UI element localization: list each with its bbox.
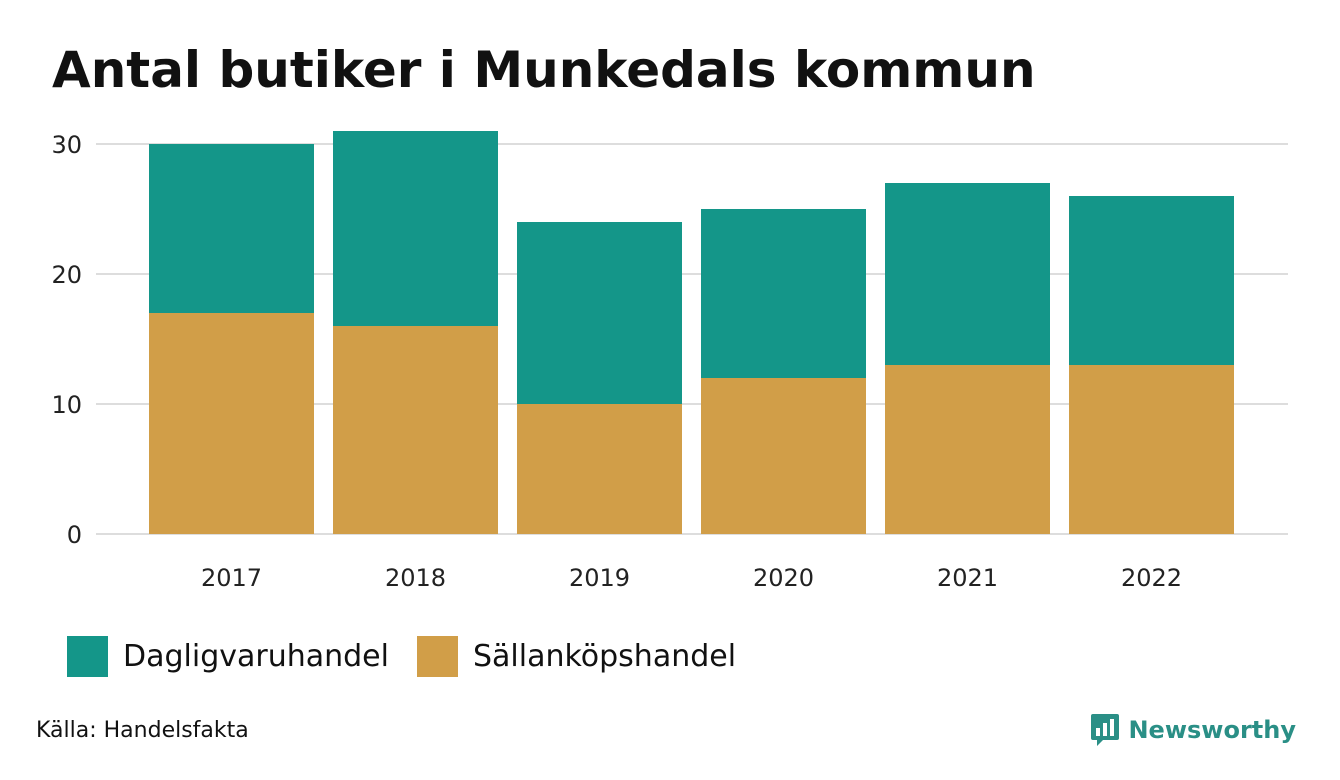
bar-2019-sallankopshandel [517, 404, 682, 534]
bars [149, 131, 1234, 534]
bar-chart: 0 10 20 30 2017 2018 2019 2020 2021 2022 [51, 131, 1288, 592]
y-axis: 0 10 20 30 [51, 131, 82, 549]
y-tick-label-20: 20 [51, 261, 82, 289]
brand: Newsworthy [1090, 712, 1296, 748]
bar-2020-sallankopshandel [701, 378, 866, 534]
legend-swatch-dagligvaruhandel [67, 636, 108, 677]
source-note: Källa: Handelsfakta [36, 718, 249, 743]
bar-2022-sallankopshandel [1069, 365, 1234, 534]
bar-2019-dagligvaruhandel [517, 222, 682, 404]
x-tick-label-2017: 2017 [201, 564, 262, 592]
chart-title: Antal butiker i Munkedals kommun [52, 41, 1036, 99]
x-tick-label-2021: 2021 [937, 564, 998, 592]
x-tick-label-2018: 2018 [385, 564, 446, 592]
bar-2021-dagligvaruhandel [885, 183, 1050, 365]
x-axis: 2017 2018 2019 2020 2021 2022 [201, 564, 1182, 592]
bar-2021-sallankopshandel [885, 365, 1050, 534]
legend-item-dagligvaruhandel: Dagligvaruhandel [67, 636, 389, 677]
x-tick-label-2019: 2019 [569, 564, 630, 592]
newsworthy-logo-icon [1091, 714, 1120, 746]
bar-2020-dagligvaruhandel [701, 209, 866, 378]
bar-2017-sallankopshandel [149, 313, 314, 534]
x-tick-label-2020: 2020 [753, 564, 814, 592]
bar-2022-dagligvaruhandel [1069, 196, 1234, 365]
y-tick-label-0: 0 [67, 521, 82, 549]
legend-swatch-sallankopshandel [416, 636, 458, 677]
legend-label-dagligvaruhandel: Dagligvaruhandel [123, 639, 389, 674]
brand-name: Newsworthy [1128, 716, 1296, 744]
legend-item-sallankopshandel: Sällanköpshandel [416, 636, 737, 677]
legend: Dagligvaruhandel Sällanköpshandel [67, 636, 764, 677]
y-tick-label-10: 10 [51, 391, 82, 419]
y-tick-label-30: 30 [51, 131, 82, 159]
x-tick-label-2022: 2022 [1121, 564, 1182, 592]
bar-2017-dagligvaruhandel [149, 144, 314, 313]
bar-2018-dagligvaruhandel [333, 131, 498, 326]
bar-2018-sallankopshandel [333, 326, 498, 534]
legend-label-sallankopshandel: Sällanköpshandel [472, 639, 737, 674]
